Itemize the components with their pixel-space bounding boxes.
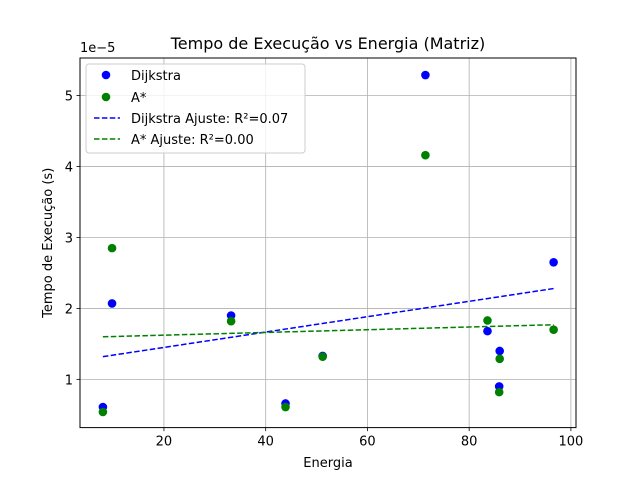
data-point-series-1 xyxy=(281,402,290,412)
chart-title: Tempo de Execução vs Energia (Matriz) xyxy=(170,34,486,53)
x-axis-label: Energia xyxy=(303,456,352,471)
data-point-series-1 xyxy=(494,387,504,397)
fit-line-2 xyxy=(102,287,554,358)
y-tick-label: 5 xyxy=(65,90,73,105)
y-axis: 1 2 3 4 5 xyxy=(65,90,80,388)
data-point-series-1 xyxy=(107,243,117,253)
data-point-series-1 xyxy=(318,352,327,361)
legend: Dijkstra A* Dijkstra Ajuste: R²=0.07 A* … xyxy=(85,63,306,154)
data-point-series-1 xyxy=(549,325,558,335)
legend-marker-astar xyxy=(101,92,111,102)
x-tick-label: 40 xyxy=(257,435,274,450)
fit-line-3 xyxy=(102,323,554,338)
y-axis-label: Tempo de Execução (s) xyxy=(41,168,56,319)
x-tick-label: 20 xyxy=(156,435,173,450)
data-point-series-0 xyxy=(483,326,492,336)
x-tick-label: 60 xyxy=(359,435,376,450)
plot-frame xyxy=(79,57,577,429)
legend-label-astar-fit: A* Ajuste: R²=0.00 xyxy=(131,133,254,148)
data-point-series-0 xyxy=(421,70,430,80)
x-tick-label: 100 xyxy=(558,435,583,450)
data-point-series-1 xyxy=(483,316,492,325)
y-offset-label: 1e−5 xyxy=(80,41,115,56)
y-tick-label: 2 xyxy=(65,302,73,317)
data-point-series-0 xyxy=(549,258,558,267)
data-point-series-1 xyxy=(226,316,236,326)
x-axis: 20 40 60 80 100 xyxy=(156,427,583,450)
x-tick-label: 80 xyxy=(461,435,478,450)
y-tick-label: 4 xyxy=(65,161,73,176)
data-points xyxy=(98,70,558,417)
legend-frame xyxy=(85,63,306,154)
legend-label-dijkstra-fit: Dijkstra Ajuste: R²=0.07 xyxy=(131,112,288,127)
legend-label-astar: A* xyxy=(131,91,147,106)
data-point-series-1 xyxy=(421,150,430,160)
data-point-series-1 xyxy=(495,354,504,364)
data-point-series-0 xyxy=(495,346,504,356)
y-tick-label: 3 xyxy=(65,231,73,246)
y-tick-label: 1 xyxy=(65,373,73,388)
fit-lines xyxy=(102,287,554,358)
legend-marker-dijkstra xyxy=(101,70,111,80)
data-point-series-1 xyxy=(98,407,108,417)
legend-label-dijkstra: Dijkstra xyxy=(131,69,181,84)
data-point-series-0 xyxy=(107,299,117,308)
